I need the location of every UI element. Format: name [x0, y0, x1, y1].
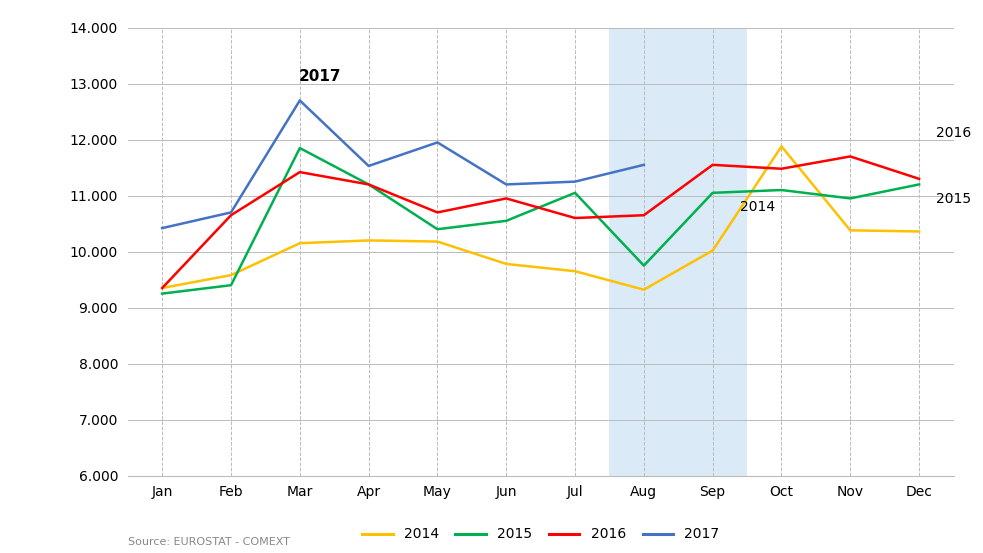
Text: 2017: 2017 — [299, 69, 342, 84]
Bar — [609, 28, 747, 476]
Legend: 2014, 2015, 2016, 2017: 2014, 2015, 2016, 2017 — [357, 522, 724, 547]
Text: 2014: 2014 — [740, 200, 776, 215]
Text: 2016: 2016 — [937, 126, 971, 140]
Text: 2015: 2015 — [937, 192, 971, 206]
Text: Source: EUROSTAT - COMEXT: Source: EUROSTAT - COMEXT — [128, 538, 290, 547]
